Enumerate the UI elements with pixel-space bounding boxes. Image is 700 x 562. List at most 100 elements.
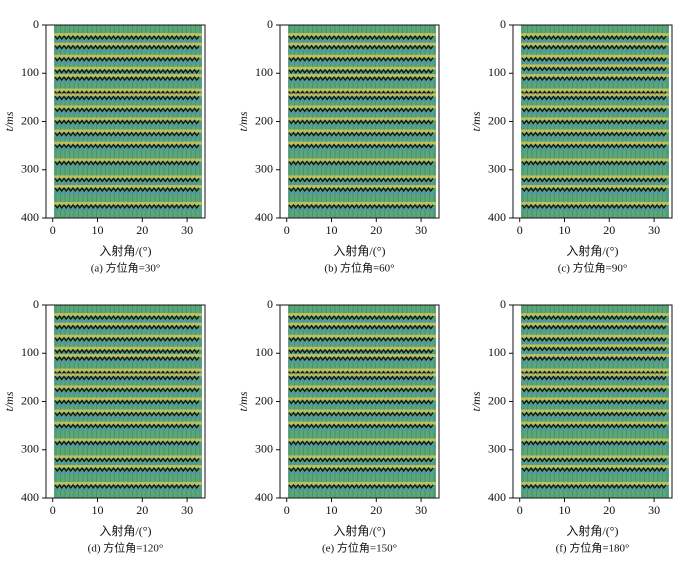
event-trough	[288, 380, 436, 383]
x-tick-label: 0	[284, 503, 290, 517]
reflection-event	[54, 375, 200, 381]
y-tick-label: 400	[21, 210, 39, 224]
event-band	[54, 346, 202, 350]
event-band	[288, 409, 436, 413]
y-tick-label: 400	[488, 490, 506, 504]
event-band	[521, 481, 669, 485]
event-trough	[288, 136, 436, 139]
event-trough	[521, 182, 669, 185]
y-tick-label: 300	[255, 162, 273, 176]
y-tick-label: 400	[21, 490, 39, 504]
event-band	[521, 421, 669, 425]
event-band	[521, 313, 669, 317]
y-tick-label: 300	[255, 442, 273, 456]
reflection-event	[54, 423, 200, 429]
reflection-event	[54, 457, 200, 463]
reflection-event	[521, 387, 667, 393]
event-trough	[288, 416, 436, 419]
event-trough	[288, 81, 436, 84]
event-trough	[288, 341, 436, 344]
reflection-event	[521, 76, 667, 82]
reflection-event	[54, 356, 200, 362]
reflection-event	[54, 336, 200, 342]
event-trough	[521, 81, 669, 84]
event-trough	[54, 112, 202, 115]
event-band	[54, 385, 202, 389]
x-tick-label: 20	[136, 503, 148, 517]
x-tick-label: 0	[50, 223, 56, 237]
event-band	[521, 158, 669, 162]
x-axis-label: 入射角/(°)	[333, 243, 385, 258]
event-trough	[54, 165, 202, 168]
x-tick-label: 30	[648, 223, 660, 237]
y-tick-label: 200	[488, 393, 506, 407]
reflection-event	[54, 76, 200, 82]
event-trough	[54, 392, 202, 395]
reflection-event	[288, 160, 434, 166]
x-axis-label: 入射角/(°)	[333, 523, 385, 538]
reflection-event	[521, 399, 667, 405]
reflection-event	[521, 119, 667, 125]
y-tick-label: 200	[21, 113, 39, 127]
event-band	[288, 334, 436, 338]
event-band	[54, 455, 202, 459]
x-tick-label: 10	[559, 223, 571, 237]
event-trough	[54, 462, 202, 465]
event-band	[288, 158, 436, 162]
reflection-event	[288, 143, 434, 149]
y-tick-label: 100	[21, 65, 39, 79]
reflection-event	[521, 346, 667, 352]
event-band	[54, 201, 202, 205]
reflection-event	[288, 399, 434, 405]
y-tick-label: 300	[488, 162, 506, 176]
event-trough	[54, 329, 202, 332]
reflection-event	[288, 44, 434, 50]
panel-caption: (b) 方位角=60°	[324, 261, 394, 275]
reflection-event	[54, 387, 200, 393]
y-tick-label: 0	[267, 17, 273, 31]
event-band	[288, 385, 436, 389]
y-axis-label: t/ms	[469, 391, 483, 411]
reflection-event	[54, 56, 200, 62]
event-trough	[288, 361, 436, 364]
y-axis-label: t/ms	[469, 111, 483, 131]
y-axis-label: t/ms	[2, 391, 16, 411]
reflection-event	[521, 186, 667, 193]
event-band	[521, 465, 669, 469]
event-band	[54, 373, 202, 377]
event-band	[288, 185, 436, 189]
event-band	[288, 74, 436, 78]
event-band	[288, 481, 436, 485]
x-tick-label: 30	[648, 503, 660, 517]
x-tick-label: 10	[92, 503, 104, 517]
event-band	[54, 421, 202, 425]
event-trough	[288, 95, 436, 98]
event-trough	[521, 320, 669, 323]
event-band	[54, 175, 202, 179]
x-tick-label: 10	[559, 503, 571, 517]
panel-caption: (f) 方位角=180°	[556, 541, 630, 555]
y-tick-label: 300	[21, 442, 39, 456]
reflection-event	[288, 131, 434, 137]
event-band	[288, 117, 436, 121]
event-trough	[521, 208, 669, 211]
event-trough	[54, 148, 202, 151]
event-band	[288, 368, 436, 372]
event-trough	[521, 472, 669, 475]
event-trough	[521, 488, 669, 491]
event-trough	[521, 95, 669, 98]
event-band	[288, 346, 436, 350]
event-trough	[54, 445, 202, 448]
event-trough	[521, 148, 669, 151]
reflection-event	[521, 315, 667, 321]
reflection-event	[54, 107, 200, 113]
panel-caption: (d) 方位角=120°	[88, 541, 164, 555]
event-band	[54, 74, 202, 78]
reflection-event	[521, 44, 667, 50]
event-band	[521, 373, 669, 377]
event-trough	[521, 100, 669, 103]
event-trough	[288, 375, 436, 378]
event-trough	[54, 341, 202, 344]
reflection-event	[288, 95, 434, 101]
